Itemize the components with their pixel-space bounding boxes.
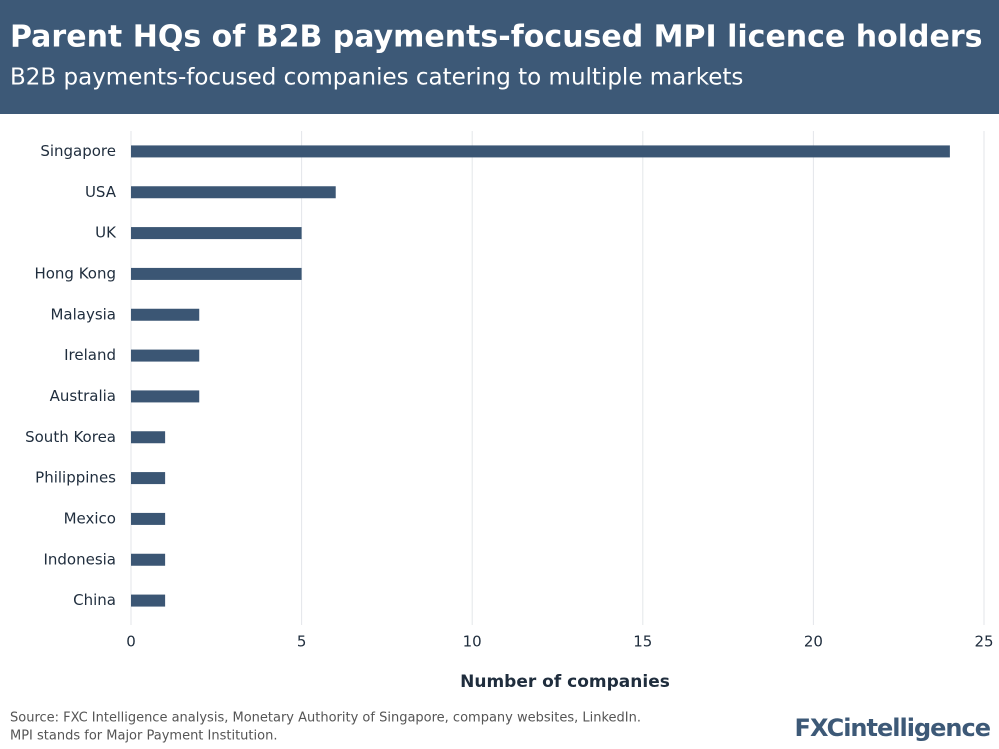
bar: [131, 390, 200, 403]
x-tick-label: 10: [463, 633, 482, 651]
chart-subtitle: B2B payments-focused companies catering …: [10, 65, 743, 91]
bar: [131, 553, 166, 566]
x-tick-label: 0: [126, 633, 136, 651]
x-tick-label: 5: [297, 633, 307, 651]
bar: [131, 349, 200, 362]
y-tick-label: Hong Kong: [34, 264, 116, 282]
x-tick-label: 15: [633, 633, 652, 651]
logo: FXCintelligence: [795, 714, 991, 742]
bar: [131, 594, 166, 607]
y-tick-label: Ireland: [64, 346, 116, 364]
y-tick-label: Philippines: [35, 469, 116, 487]
x-tick-label: 25: [974, 633, 993, 651]
bar: [131, 227, 302, 240]
bar: [131, 267, 302, 280]
x-axis-title: Number of companies: [460, 672, 670, 692]
y-tick-label: USA: [85, 183, 117, 201]
y-tick-label: Mexico: [64, 509, 116, 527]
source-note: Source: FXC Intelligence analysis, Monet…: [10, 711, 641, 726]
bar: [131, 145, 950, 158]
bar: [131, 431, 166, 444]
y-tick-label: Indonesia: [43, 550, 116, 568]
chart-title: Parent HQs of B2B payments-focused MPI l…: [10, 20, 982, 55]
y-tick-label: South Korea: [25, 428, 116, 446]
x-tick-label: 20: [804, 633, 823, 651]
header-band: [0, 0, 999, 114]
source-note: MPI stands for Major Payment Institution…: [10, 729, 277, 744]
y-tick-label: UK: [95, 224, 117, 242]
y-tick-label: China: [73, 591, 116, 609]
bar: [131, 512, 166, 525]
y-tick-label: Singapore: [40, 142, 116, 160]
y-tick-label: Malaysia: [50, 305, 116, 323]
bar: [131, 308, 200, 321]
y-tick-label: Australia: [50, 387, 116, 405]
bar: [131, 472, 166, 485]
bar: [131, 186, 336, 199]
